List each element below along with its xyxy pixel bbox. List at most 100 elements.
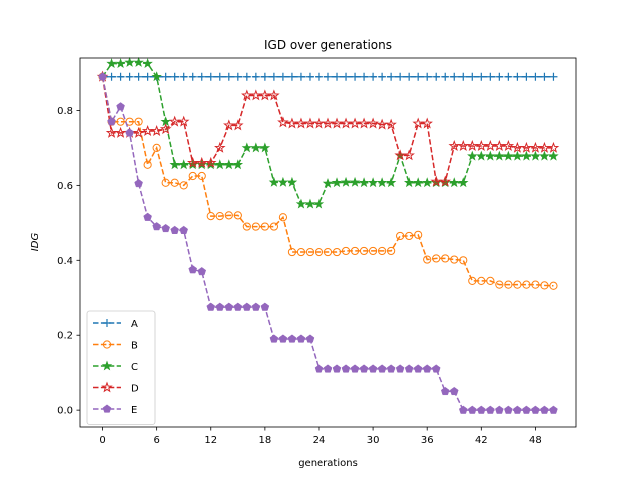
series-B-point [522, 280, 531, 289]
series-A-point [287, 72, 296, 81]
series-A-point [423, 72, 432, 81]
series-D-point [475, 139, 488, 151]
series-A-point [531, 72, 540, 81]
legend-label: B [131, 341, 138, 352]
series-D-point [493, 139, 506, 151]
series-D-point [457, 139, 470, 151]
series-D-point [186, 156, 199, 168]
series-B-point [359, 246, 369, 256]
series-A-point [260, 72, 269, 81]
series-D-point [466, 139, 479, 151]
series-D-point [159, 123, 172, 135]
x-tick-label: 36 [421, 435, 434, 446]
series-A-point [540, 72, 549, 81]
y-tick-label: 0.4 [57, 256, 73, 267]
series-C-point [313, 198, 325, 209]
series-D-point [394, 149, 406, 161]
series-C-point [521, 150, 532, 161]
series-E-point [359, 364, 369, 373]
series-B-line [101, 76, 554, 287]
series-D-point [484, 139, 497, 151]
series-A-point [161, 72, 170, 81]
x-tick-label: 48 [529, 435, 542, 446]
series-A-point [405, 72, 414, 81]
series-B-point [296, 247, 306, 257]
y-tick-label: 0.6 [57, 181, 73, 192]
series-E-point [458, 405, 468, 414]
series-D-point [520, 141, 533, 153]
series-B-point [215, 211, 224, 221]
series-D-point [286, 117, 298, 129]
series-A-point [495, 72, 504, 81]
series-D-point [331, 117, 343, 129]
series-E-point [98, 72, 107, 81]
series-C-point [106, 58, 117, 69]
series-A-point [486, 72, 495, 81]
series-B-point [197, 171, 206, 181]
series-D-point [114, 126, 127, 138]
series-A-point [333, 72, 342, 81]
series-A [98, 72, 558, 81]
series-A-point [116, 72, 125, 81]
plot-frame [79, 57, 577, 428]
series-D-point [268, 89, 280, 101]
series-A-point [296, 72, 305, 81]
series-E-point [305, 334, 315, 343]
series-E-point [197, 267, 207, 276]
series-C-point [259, 142, 271, 153]
series-E-point [332, 364, 342, 373]
series-E-point [143, 212, 152, 221]
legend-box [86, 310, 156, 425]
series-C-point [530, 150, 541, 161]
series-C-point [422, 177, 433, 188]
series-B-point [477, 276, 486, 285]
series-D-point [304, 117, 316, 129]
series-A-point [314, 72, 323, 81]
series-D-point [502, 139, 515, 151]
series-A-point [513, 72, 522, 81]
legend-swatch-marker [102, 340, 112, 349]
series-B-point [242, 222, 251, 231]
y-tick-label: 0.2 [57, 331, 73, 342]
series-B-point [387, 246, 396, 256]
series-E-point [350, 364, 360, 373]
series-D-point [313, 117, 325, 129]
series-E-point [440, 386, 450, 396]
series-E-point [287, 334, 297, 343]
series-B-point [269, 222, 278, 231]
series-B-point [441, 254, 450, 263]
series-D-point [358, 117, 370, 129]
legend-swatch-marker [101, 381, 113, 393]
series-B-point [206, 211, 215, 221]
series-E-point [468, 405, 477, 414]
series-D-point [250, 89, 262, 101]
series-C-point [214, 159, 225, 170]
legend-label: A [131, 319, 138, 330]
series-C-point [512, 150, 523, 161]
series-A-point [441, 72, 450, 81]
x-tick-label: 30 [367, 435, 380, 446]
series-E-point [125, 128, 134, 137]
series-B-point [116, 117, 125, 126]
series-E-point [422, 364, 432, 373]
series-C-point [385, 177, 397, 188]
series-B-point [224, 211, 233, 220]
series-C-point [133, 57, 144, 67]
series-D-point [349, 117, 361, 129]
series-E-point [531, 405, 540, 414]
series-A-point [360, 72, 369, 81]
series-D-point [259, 89, 271, 101]
series-D-point [132, 126, 145, 138]
series-B-point [233, 211, 242, 220]
series-C-point [340, 176, 352, 187]
series-B [98, 72, 558, 290]
series-B-point [450, 255, 459, 264]
legend-entry-A: A [93, 319, 138, 330]
series-A-point [378, 72, 387, 81]
series-E-point [413, 364, 423, 373]
series-C-point [548, 150, 559, 161]
x-tick-label: 0 [99, 435, 105, 446]
series-D-point [385, 118, 397, 130]
